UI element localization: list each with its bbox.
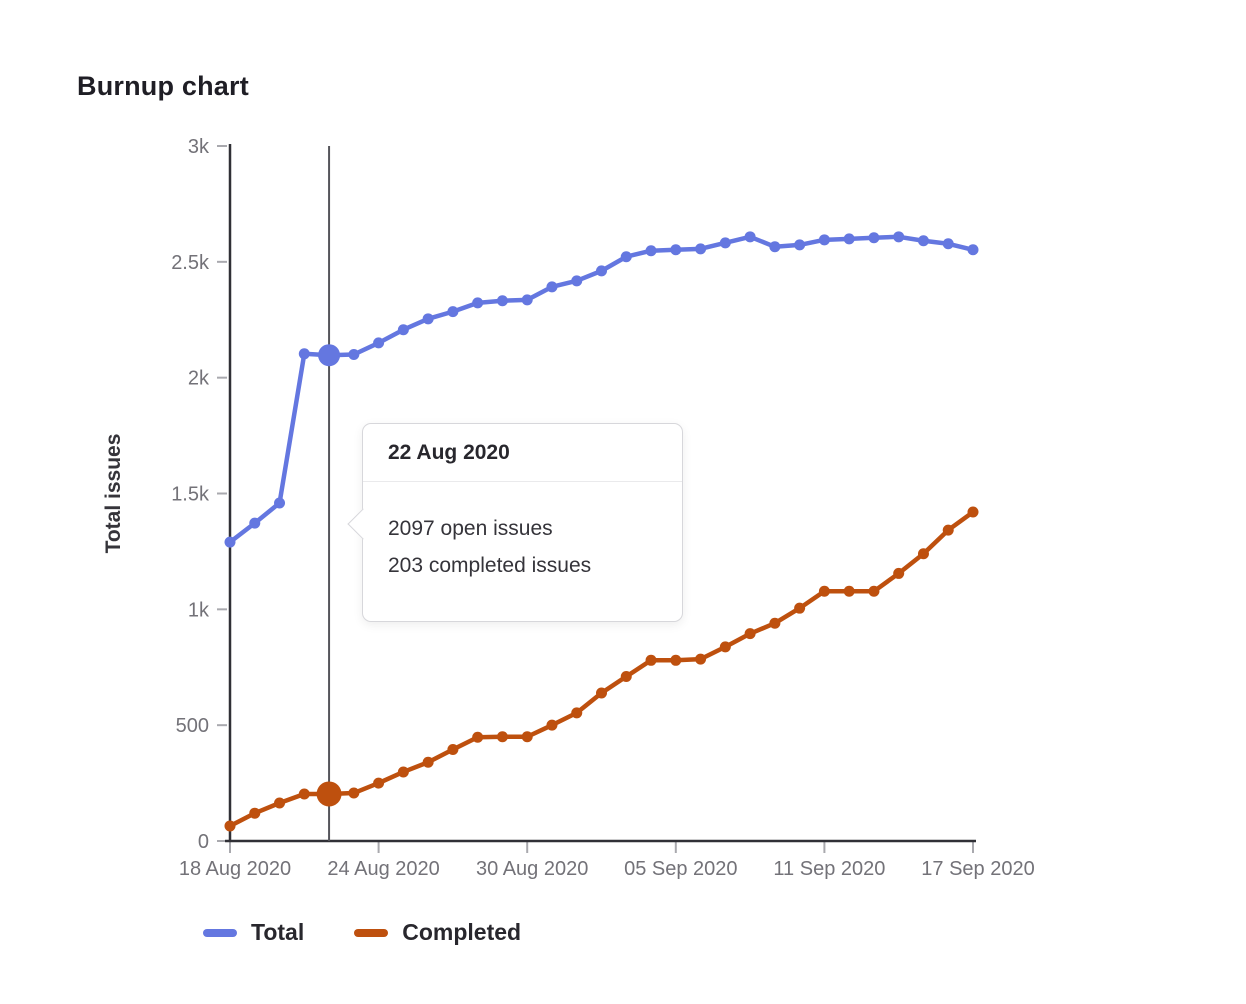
y-tick-label: 1k	[188, 599, 210, 621]
total-data-point[interactable]	[620, 251, 632, 263]
completed-data-point[interactable]	[893, 567, 905, 579]
total-data-point[interactable]	[496, 295, 508, 307]
total-data-point[interactable]	[546, 281, 558, 293]
completed-data-point[interactable]	[843, 585, 855, 597]
y-axis-label: Total issues	[102, 434, 125, 554]
tooltip-open-issues: 2097 open issues	[388, 517, 553, 540]
completed-data-point[interactable]	[274, 797, 286, 809]
total-highlighted-point[interactable]	[318, 344, 341, 367]
completed-data-point[interactable]	[794, 602, 806, 614]
x-tick-label: 18 Aug 2020	[179, 858, 291, 880]
completed-data-point[interactable]	[373, 777, 385, 789]
x-tick-label: 05 Sep 2020	[624, 858, 737, 880]
total-series-swatch-icon	[203, 928, 237, 937]
total-data-point[interactable]	[397, 324, 409, 336]
total-data-point[interactable]	[967, 244, 979, 256]
total-data-point[interactable]	[794, 239, 806, 251]
completed-data-point[interactable]	[224, 820, 236, 832]
completed-data-point[interactable]	[917, 548, 929, 560]
completed-series-swatch-icon	[354, 928, 389, 937]
total-data-point[interactable]	[645, 245, 657, 257]
completed-data-point[interactable]	[769, 617, 781, 629]
y-tick-label: 3k	[188, 136, 210, 158]
total-data-point[interactable]	[818, 234, 830, 246]
completed-data-point[interactable]	[472, 731, 484, 743]
completed-data-point[interactable]	[868, 585, 880, 597]
total-data-point[interactable]	[472, 297, 484, 309]
tooltip-completed-issues: 203 completed issues	[388, 554, 592, 577]
y-tick-label: 500	[176, 715, 209, 737]
x-tick-label: 30 Aug 2020	[476, 858, 588, 880]
total-data-point[interactable]	[348, 349, 360, 360]
completed-data-point[interactable]	[397, 766, 409, 778]
legend-item-completed[interactable]: Completed	[354, 919, 521, 946]
x-tick-label: 11 Sep 2020	[773, 858, 885, 880]
x-tick-label: 17 Sep 2020	[921, 858, 1034, 880]
total-data-point[interactable]	[596, 265, 607, 277]
chart-tooltip: 22 Aug 2020 2097 open issues 203 complet…	[346, 423, 683, 622]
completed-data-point[interactable]	[596, 687, 607, 699]
completed-data-point[interactable]	[942, 524, 954, 536]
total-data-point[interactable]	[719, 237, 731, 249]
completed-data-point[interactable]	[422, 756, 434, 768]
y-tick-label: 1.5k	[171, 484, 210, 506]
completed-data-point[interactable]	[967, 506, 979, 518]
total-data-point[interactable]	[422, 313, 434, 325]
total-data-point[interactable]	[843, 233, 855, 245]
total-data-point[interactable]	[868, 232, 880, 244]
completed-data-point[interactable]	[496, 731, 508, 743]
legend-label-completed: Completed	[402, 919, 522, 945]
legend-item-total[interactable]: Total	[203, 919, 304, 946]
completed-data-point[interactable]	[695, 653, 707, 665]
y-tick-label: 2k	[188, 368, 210, 390]
completed-data-point[interactable]	[249, 807, 261, 819]
y-tick-label: 2.5k	[171, 252, 210, 274]
completed-data-point[interactable]	[744, 628, 756, 640]
total-data-point[interactable]	[695, 243, 707, 255]
total-data-point[interactable]	[373, 337, 385, 349]
tooltip-body: 2097 open issues 203 completed issues	[363, 482, 682, 584]
total-data-point[interactable]	[744, 231, 756, 243]
total-data-point[interactable]	[893, 231, 905, 243]
total-data-point[interactable]	[571, 275, 583, 287]
total-data-point[interactable]	[521, 294, 533, 306]
completed-highlighted-point[interactable]	[316, 781, 342, 807]
completed-data-point[interactable]	[298, 788, 310, 800]
chart-legend: Total Completed	[203, 919, 521, 946]
total-data-point[interactable]	[224, 536, 236, 548]
completed-data-point[interactable]	[521, 731, 533, 743]
total-data-point[interactable]	[769, 241, 781, 253]
legend-label-total: Total	[251, 919, 305, 945]
y-tick-label: 0	[198, 831, 209, 853]
completed-data-point[interactable]	[620, 671, 632, 683]
total-data-point[interactable]	[447, 306, 459, 318]
completed-data-point[interactable]	[719, 641, 731, 653]
completed-data-point[interactable]	[546, 719, 558, 731]
total-data-point[interactable]	[274, 497, 286, 509]
completed-data-point[interactable]	[447, 743, 459, 755]
completed-data-point[interactable]	[670, 654, 682, 666]
tooltip-date: 22 Aug 2020	[363, 424, 682, 482]
total-data-point[interactable]	[942, 238, 954, 250]
total-data-point[interactable]	[298, 348, 310, 360]
total-data-point[interactable]	[249, 517, 261, 529]
page-title: Burnup chart	[77, 71, 249, 102]
total-data-point[interactable]	[917, 235, 929, 247]
completed-data-point[interactable]	[348, 787, 360, 799]
completed-data-point[interactable]	[818, 585, 830, 597]
total-data-point[interactable]	[670, 244, 682, 256]
completed-data-point[interactable]	[571, 707, 583, 719]
completed-data-point[interactable]	[645, 654, 657, 666]
x-tick-label: 24 Aug 2020	[327, 858, 439, 880]
